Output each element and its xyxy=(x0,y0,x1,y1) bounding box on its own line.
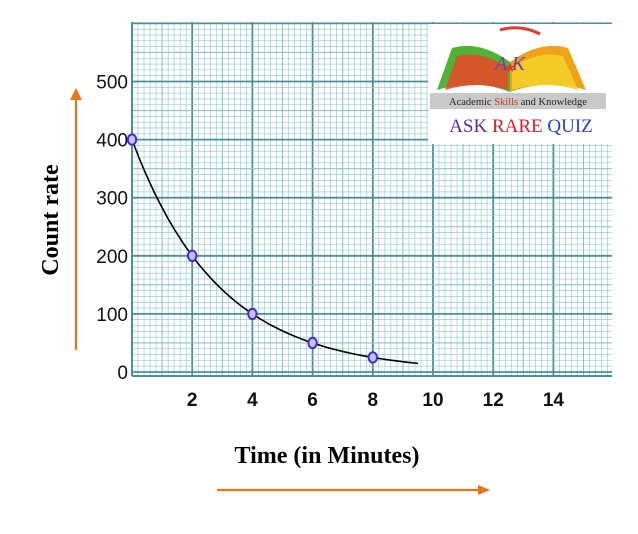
logo-letters: A K xyxy=(493,53,527,75)
data-point xyxy=(187,249,198,263)
ask-logo: A K ★ Academic Skills and Knowledge ASK … xyxy=(428,24,614,144)
data-point xyxy=(247,307,258,321)
data-point xyxy=(367,351,378,364)
x-tick-label: 8 xyxy=(368,390,379,411)
logo-quiz-text: ASK RARE QUIZ xyxy=(449,116,593,137)
x-direction-arrow xyxy=(217,485,490,495)
star-icon: ★ xyxy=(504,59,517,75)
y-tick-label: 400 xyxy=(96,131,128,152)
x-tick-label: 14 xyxy=(543,390,565,411)
logo-subtitle: Academic Skills and Knowledge xyxy=(449,97,587,108)
y-axis-ticks: 0 100 200 300 400 500 xyxy=(96,73,128,385)
series-group xyxy=(126,133,419,365)
y-direction-arrow xyxy=(70,88,82,350)
x-axis-ticks: 2 4 6 8 10 12 14 xyxy=(187,390,564,411)
x-axis-title: Time (in Minutes) xyxy=(235,443,420,469)
y-tick-label: 500 xyxy=(96,73,128,94)
x-tick-label: 2 xyxy=(187,390,198,411)
x-tick-label: 12 xyxy=(483,390,504,411)
series-line xyxy=(131,139,419,365)
x-tick-label: 10 xyxy=(422,390,443,411)
y-tick-label: 300 xyxy=(96,189,128,210)
y-tick-label: 100 xyxy=(96,305,128,326)
y-tick-label: 200 xyxy=(96,247,128,268)
y-tick-label: 0 xyxy=(117,363,128,384)
x-tick-label: 4 xyxy=(247,390,258,411)
x-tick-label: 6 xyxy=(307,390,318,411)
y-axis-title: Count rate xyxy=(38,164,64,276)
data-point xyxy=(307,336,318,350)
data-point xyxy=(126,133,138,146)
